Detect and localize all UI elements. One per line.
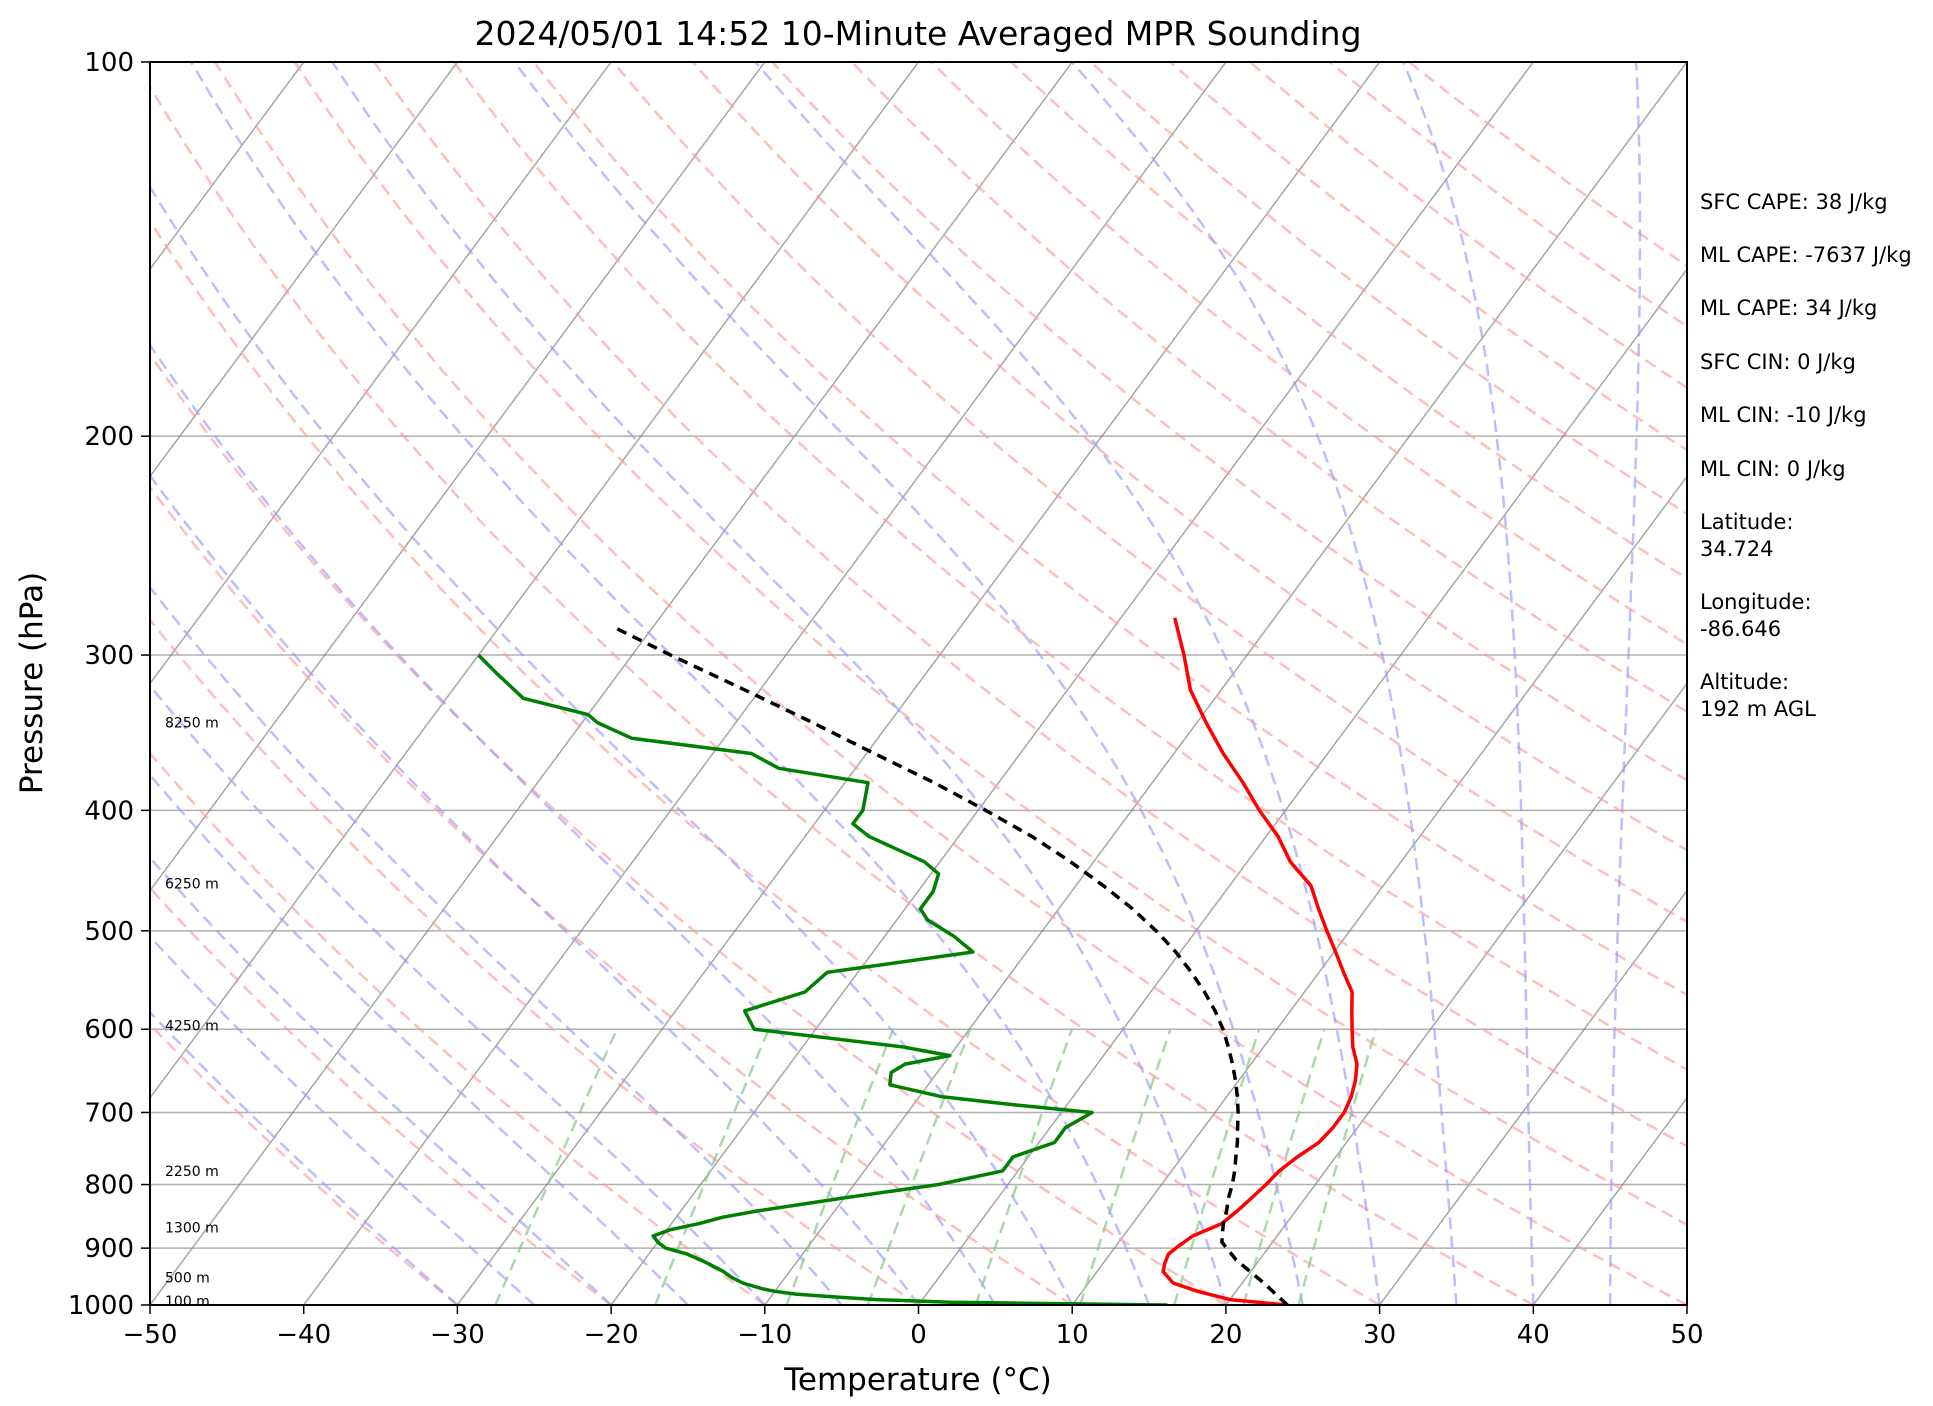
dry-adiabat-line xyxy=(150,1022,459,1305)
moist-adiabat-line xyxy=(754,62,1381,1305)
mixing-ratio-line xyxy=(785,1028,895,1305)
y-tick-label: 400 xyxy=(84,796,134,826)
dry-adiabat-line xyxy=(150,617,920,1305)
info-ml-cin-1: ML CIN: -10 J/kg xyxy=(1700,403,1867,427)
isotherm-line xyxy=(1225,682,1687,1305)
isotherm-line xyxy=(1071,475,1687,1305)
info-sfc-cape: SFC CAPE: 38 J/kg xyxy=(1700,190,1888,214)
mixing-ratio-line xyxy=(1173,1028,1261,1305)
x-tick-label: −10 xyxy=(737,1320,792,1350)
dry-adiabat-line xyxy=(150,84,1534,1305)
y-tick-label: 1000 xyxy=(68,1291,134,1321)
moist-adiabat-line xyxy=(150,473,920,1305)
x-tick-label: −30 xyxy=(430,1320,485,1350)
isotherm-line xyxy=(610,62,1534,1305)
x-tick-label: 40 xyxy=(1517,1320,1550,1350)
height-label: 1300 m xyxy=(165,1220,219,1236)
x-tick-label: 10 xyxy=(1056,1320,1089,1350)
moist-adiabat-line xyxy=(1402,62,1535,1305)
mixing-ratio-line xyxy=(654,1028,770,1305)
mixing-ratio-line xyxy=(866,1028,972,1305)
isotherm-line xyxy=(150,62,1073,1305)
dry-adiabat-line xyxy=(532,62,1687,997)
x-tick-label: −50 xyxy=(123,1320,178,1350)
x-tick-label: 50 xyxy=(1670,1320,1703,1350)
isotherm-line xyxy=(764,62,1687,1305)
mixing-ratio-line xyxy=(494,1028,619,1305)
height-label: 4250 m xyxy=(165,1019,219,1035)
chart-title: 2024/05/01 14:52 10-Minute Averaged MPR … xyxy=(474,14,1361,53)
isotherm-line xyxy=(150,62,920,1100)
info-ml-cape-1: ML CAPE: -7637 J/kg xyxy=(1700,243,1912,267)
moist-adiabat-line xyxy=(1608,62,1642,1305)
dry-adiabat-line xyxy=(1249,62,1687,390)
isotherm-line xyxy=(303,62,1227,1305)
y-tick-label: 900 xyxy=(84,1234,134,1264)
height-label: 500 m xyxy=(165,1270,210,1286)
y-tick-label: 600 xyxy=(84,1015,134,1045)
moist-adiabat-line xyxy=(331,62,1228,1305)
moist-adiabat-line xyxy=(513,62,1305,1305)
x-tick-label: 30 xyxy=(1363,1320,1396,1350)
x-tick-label: 0 xyxy=(910,1320,927,1350)
temperature-profile-line xyxy=(1161,617,1359,1305)
y-axis-label: Pressure (hPa) xyxy=(14,572,50,794)
info-sfc-cin: SFC CIN: 0 J/kg xyxy=(1700,350,1856,374)
dry-adiabat-line xyxy=(150,485,1073,1305)
x-tick-label: −20 xyxy=(584,1320,639,1350)
info-ml-cape-2: ML CAPE: 34 J/kg xyxy=(1700,296,1878,320)
moist-adiabat-line xyxy=(150,683,766,1305)
dry-adiabat-line xyxy=(691,62,1687,852)
y-tick-label: 100 xyxy=(84,48,134,78)
moist-adiabat-line xyxy=(150,342,997,1305)
moist-adiabat-line xyxy=(1070,62,1458,1305)
moist-adiabat-line xyxy=(150,585,843,1305)
dry-adiabat-line xyxy=(373,62,1687,1148)
isotherm-line xyxy=(456,62,1381,1305)
isotherm-line xyxy=(1378,889,1687,1305)
moist-adiabat-line xyxy=(150,184,1074,1305)
dry-adiabat-line xyxy=(452,62,1687,1071)
info-ml-cin-2: ML CIN: 0 J/kg xyxy=(1700,457,1846,481)
y-tick-label: 300 xyxy=(84,641,134,671)
moist-adiabat-line xyxy=(190,62,1151,1305)
isotherm-line xyxy=(150,62,612,685)
dewpoint-profile-line xyxy=(477,653,1168,1305)
height-label: 6250 m xyxy=(165,876,219,892)
y-tick-label: 500 xyxy=(84,917,134,947)
mixing-ratio-line xyxy=(1297,1028,1377,1305)
y-tick-label: 800 xyxy=(84,1171,134,1201)
x-axis-label: Temperature (°C) xyxy=(783,1362,1052,1398)
isotherm-line xyxy=(150,62,766,892)
height-label: 2250 m xyxy=(165,1164,219,1180)
x-tick-label: −40 xyxy=(276,1320,331,1350)
y-tick-label: 700 xyxy=(84,1098,134,1128)
moist-adiabat-line xyxy=(150,1010,459,1305)
isotherm-line xyxy=(150,62,459,478)
dry-adiabat-line xyxy=(150,886,612,1305)
dry-adiabat-line xyxy=(150,219,1381,1305)
dry-adiabat-line xyxy=(612,62,1687,924)
mixing-ratio-line xyxy=(1242,1028,1326,1305)
height-label: 8250 m xyxy=(165,716,219,732)
x-tick-label: 20 xyxy=(1209,1320,1242,1350)
dry-adiabat-line xyxy=(293,62,1687,1226)
info-longitude: Longitude: -86.646 xyxy=(1700,590,1812,641)
mixing-ratio-line xyxy=(1078,1028,1172,1305)
height-label: 100 m xyxy=(165,1294,210,1310)
dry-adiabat-line xyxy=(1328,62,1687,328)
dry-adiabat-line xyxy=(213,62,1687,1305)
info-latitude: Latitude: 34.724 xyxy=(1700,510,1794,561)
y-tick-label: 200 xyxy=(84,422,134,452)
dry-adiabat-line xyxy=(150,352,1227,1305)
moist-adiabat-line xyxy=(150,934,536,1305)
mixing-ratio-line xyxy=(974,1028,1074,1305)
parcel-profile-line xyxy=(613,625,1289,1305)
info-altitude: Altitude: 192 m AGL xyxy=(1700,670,1816,721)
